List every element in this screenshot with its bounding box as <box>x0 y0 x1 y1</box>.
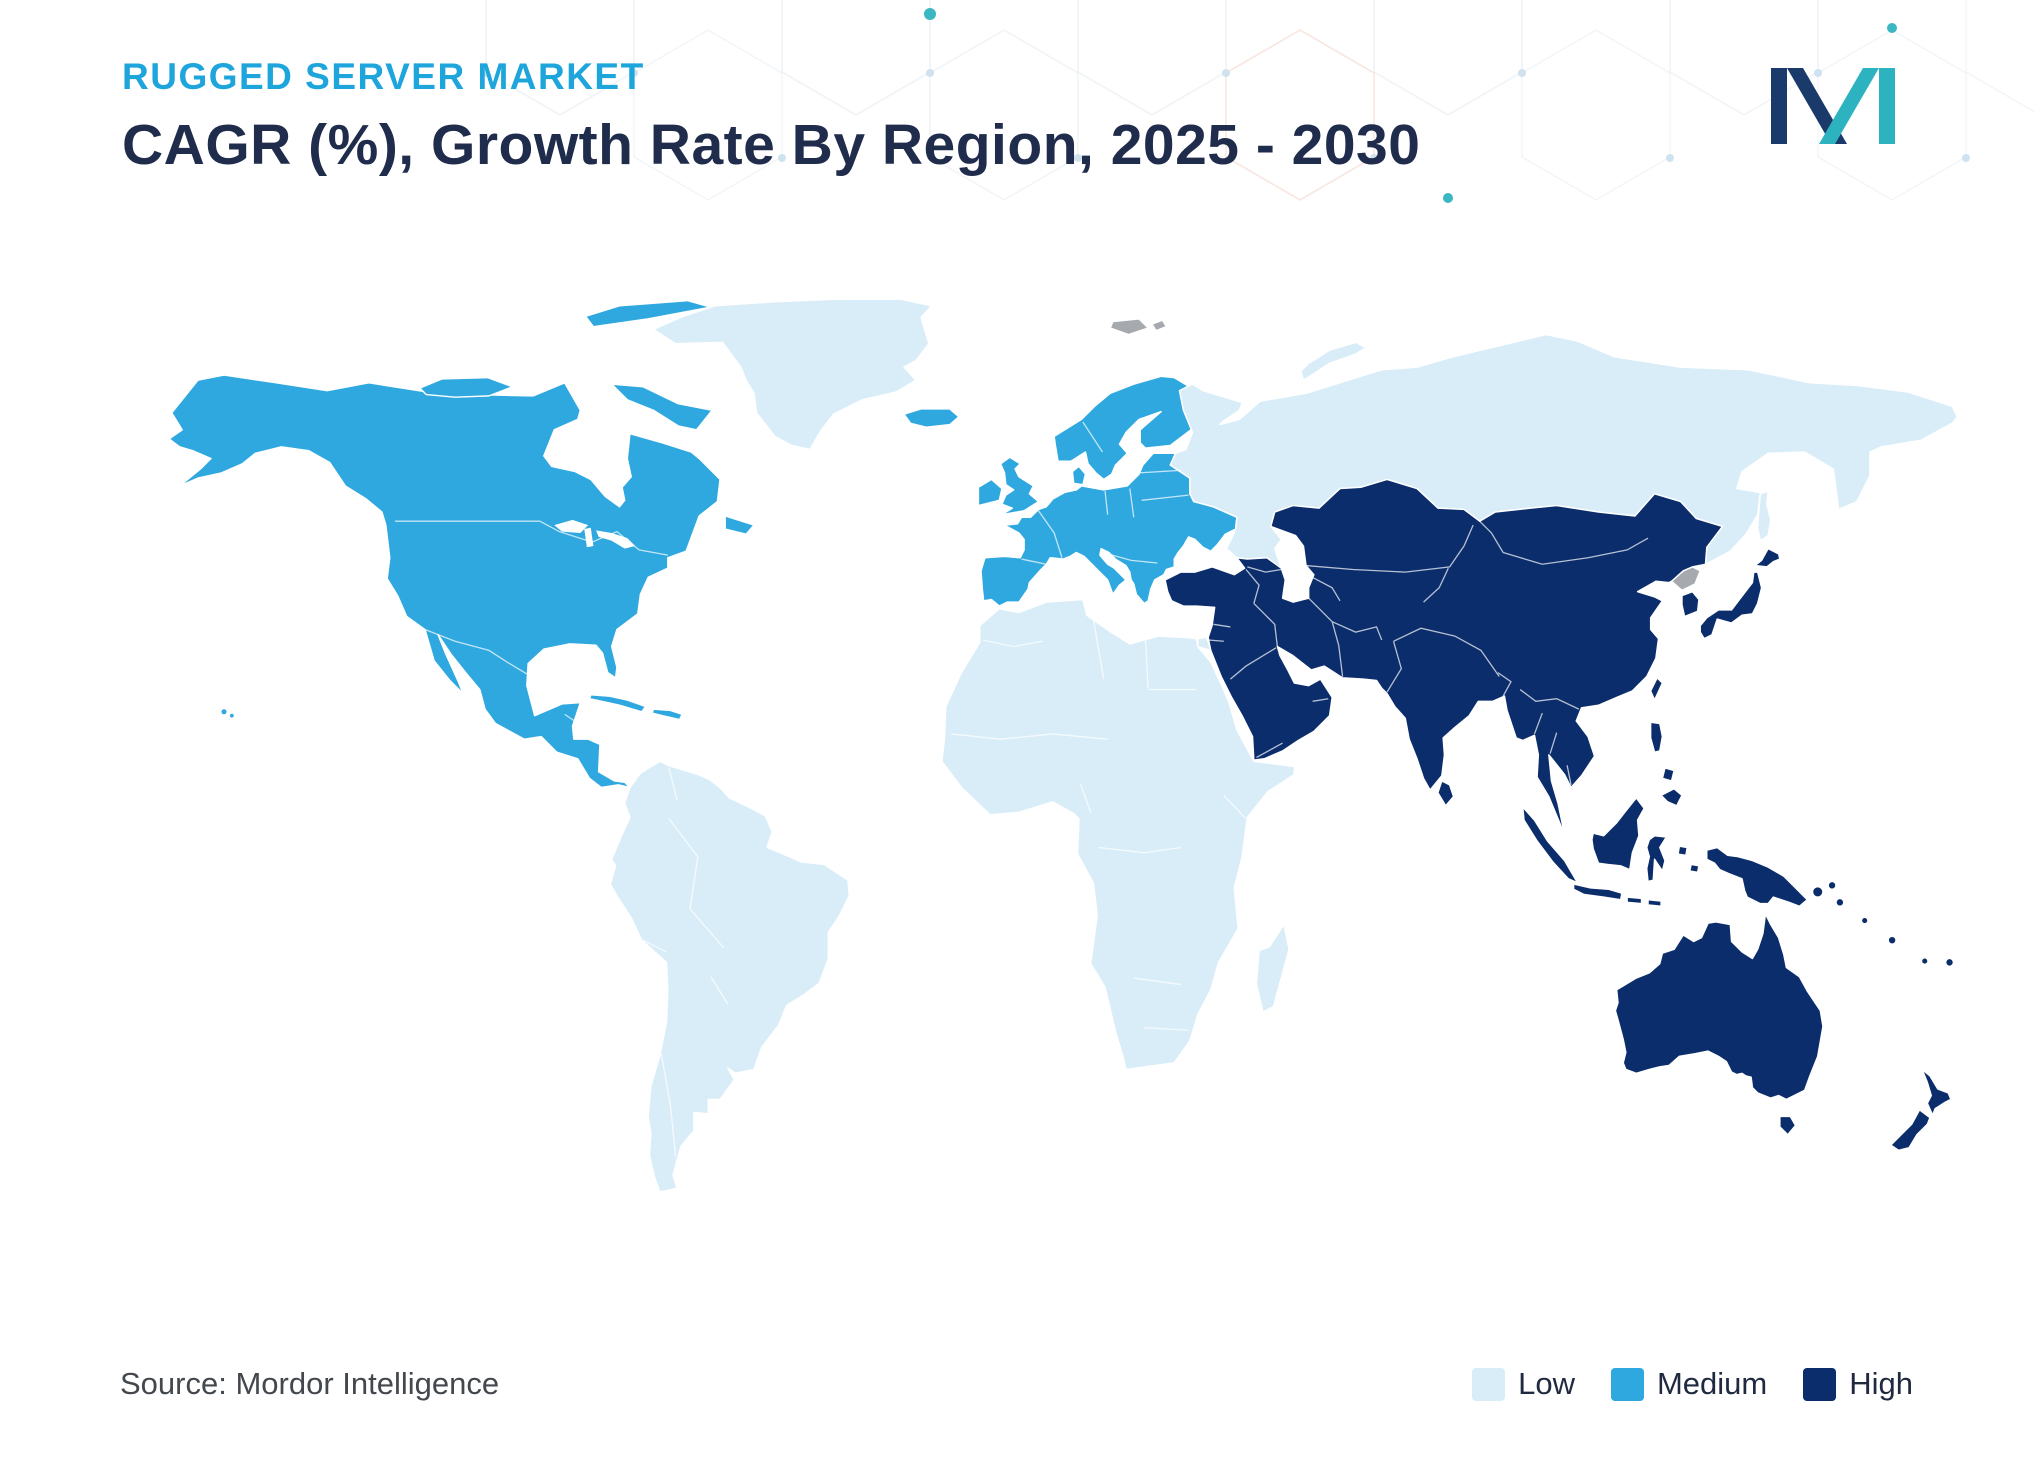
region-victoria-island <box>419 376 514 398</box>
legend-label-low: Low <box>1518 1366 1575 1401</box>
region-tasmania <box>1779 1115 1797 1136</box>
world-map <box>100 298 1960 1212</box>
region-japan-honshu <box>1699 571 1763 640</box>
region-cuba <box>588 694 647 713</box>
region-united-kingdom <box>999 456 1040 516</box>
legend-label-high: High <box>1849 1366 1913 1401</box>
header: RUGGED SERVER MARKET CAGR (%), Growth Ra… <box>122 56 1420 178</box>
region-hispaniola <box>651 708 683 721</box>
region-pacific-islands <box>1811 880 1955 968</box>
legend-swatch-high <box>1803 1367 1837 1401</box>
region-japan-hokkaido <box>1754 547 1781 568</box>
region-svalbard-2 <box>1151 319 1168 332</box>
region-java <box>1572 883 1623 901</box>
legend-swatch-medium <box>1610 1367 1644 1401</box>
region-north-america <box>168 374 721 789</box>
mordor-intelligence-logo-icon <box>1771 68 1895 144</box>
region-south-america <box>609 760 850 1193</box>
region-ellesmere-island <box>584 299 712 328</box>
legend-item-high: High <box>1803 1366 1913 1402</box>
region-greenland <box>652 298 933 451</box>
region-novaya-zemlya <box>1300 341 1367 381</box>
region-new-zealand-north <box>1921 1068 1952 1116</box>
region-baffin-island <box>610 383 713 431</box>
region-sulawesi <box>1646 835 1668 883</box>
region-lesser-sunda <box>1626 896 1643 905</box>
region-philippines-mindanao <box>1660 788 1683 807</box>
page-title: CAGR (%), Growth Rate By Region, 2025 - … <box>122 113 1421 177</box>
region-borneo <box>1591 797 1645 871</box>
region-new-zealand-south <box>1890 1109 1931 1152</box>
region-ireland <box>977 478 1003 507</box>
region-newfoundland <box>724 515 755 535</box>
region-philippines-luzon <box>1649 721 1664 753</box>
country-borders <box>394 421 1649 1157</box>
region-lesser-sunda-2 <box>1647 899 1662 907</box>
region-denmark <box>1071 465 1087 486</box>
region-europe-mainland <box>980 452 1238 607</box>
region-madagascar <box>1255 923 1290 1013</box>
region-sumatra <box>1522 806 1579 884</box>
source-note: Source: Mordor Intelligence <box>120 1366 500 1401</box>
legend-item-low: Low <box>1472 1366 1575 1402</box>
great-lakes <box>554 519 636 549</box>
legend-swatch-low <box>1472 1367 1506 1401</box>
region-iceland <box>903 408 960 428</box>
region-moluccas-2 <box>1689 863 1700 874</box>
region-philippines-visayas <box>1661 767 1675 782</box>
region-africa <box>941 598 1296 1071</box>
region-sakhalin <box>1756 490 1772 542</box>
region-hawaii <box>220 707 228 716</box>
region-australia <box>1614 913 1824 1101</box>
legend: Low Medium High <box>1472 1366 1913 1402</box>
region-asia-middle-east <box>1164 478 1724 836</box>
region-south-korea <box>1681 590 1700 618</box>
market-name-label: RUGGED SERVER MARKET <box>122 56 645 97</box>
legend-item-medium: Medium <box>1610 1366 1768 1402</box>
region-svalbard <box>1109 318 1149 336</box>
region-taiwan <box>1649 677 1664 701</box>
region-hawaii-2 <box>228 712 236 720</box>
region-scandinavia <box>1053 375 1194 481</box>
region-sri-lanka <box>1437 780 1455 807</box>
region-moluccas <box>1677 845 1688 857</box>
legend-label-medium: Medium <box>1656 1366 1768 1401</box>
region-new-guinea <box>1706 846 1808 907</box>
